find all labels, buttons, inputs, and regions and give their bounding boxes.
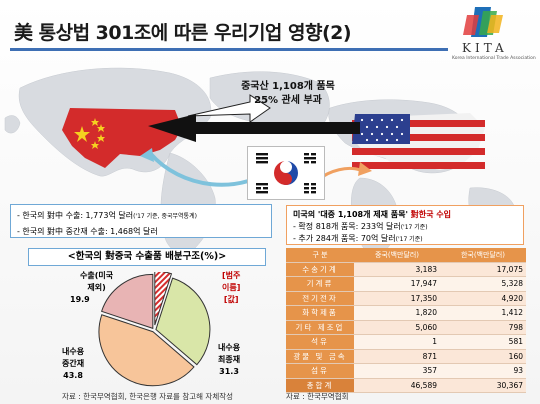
- slice-final-name-1: 내수용: [218, 343, 241, 352]
- table-cell-category: 광물 및 금속: [286, 349, 354, 364]
- pie-chart: [98, 272, 211, 387]
- us-import-box: 미국의 '대중 1,108개 제재 품목' 對한국 수입 - 확정 818개 품…: [286, 205, 524, 245]
- pie-chart-title: <한국의 對중국 수출품 배분구조(%)>: [28, 248, 266, 266]
- table-cell-korea: 798: [440, 320, 526, 335]
- table-cell-category: 기타 제조업: [286, 320, 354, 335]
- table-cell-korea: 4,920: [440, 291, 526, 306]
- china-export-note: ('17 기준, 중국무역통계): [133, 213, 197, 220]
- pie-slice: [98, 314, 195, 387]
- china-export-box: - 한국의 對中 수출: 1,773억 달러('17 기준, 중국무역통계) -…: [10, 204, 272, 238]
- kita-logo-icon: [463, 7, 503, 37]
- table-cell-category: 기계류: [286, 276, 354, 292]
- table-cell-china: 46,589: [354, 378, 440, 393]
- slice-label-export: 수출(미국 제외) 19.9: [70, 270, 114, 306]
- pie-source: 자료 : 한국무역협회, 한국은행 자료를 참고해 자체작성: [62, 392, 234, 401]
- table-cell-korea: 1,412: [440, 305, 526, 321]
- table-cell-china: 871: [354, 349, 440, 364]
- table-cell-china: 357: [354, 363, 440, 379]
- table-row: 전기전자 17,350 4,920: [286, 291, 526, 306]
- slice-export-name-1: 수출(미국: [80, 271, 114, 280]
- slice-final-value: 31.3: [219, 367, 239, 376]
- table-cell-category: 섬유: [286, 363, 354, 379]
- table-row: 섬유 357 93: [286, 363, 526, 379]
- pie-slice: [100, 273, 154, 330]
- table-header-china: 중국(백만달러): [354, 248, 440, 263]
- arrow-line-2: 25% 관세 부과: [254, 95, 322, 106]
- table-row: 기계류 17,947 5,328: [286, 276, 526, 292]
- china-export-text: - 한국의 對中 수출: 1,773억 달러: [17, 211, 134, 220]
- logo-text: KITA: [462, 41, 508, 55]
- pie-slice: [154, 272, 173, 326]
- slice-intermediate-name-2: 중간재: [62, 359, 85, 368]
- table-cell-category: 화학제품: [286, 305, 354, 321]
- table-cell-korea: 581: [440, 334, 526, 350]
- table-row: 총합계 46,589 30,367: [286, 378, 526, 393]
- table-cell-china: 17,350: [354, 291, 440, 306]
- arrow-line-1: 중국산 1,108개 품목: [241, 81, 335, 92]
- table-cell-korea: 160: [440, 349, 526, 364]
- table-cell-korea: 93: [440, 363, 526, 379]
- table-cell-china: 5,060: [354, 320, 440, 335]
- us-confirmed-text: - 확정 818개 품목: 233억 달러: [293, 221, 401, 231]
- table-cell-korea: 30,367: [440, 378, 526, 393]
- us-confirmed-line: - 확정 818개 품목: 233억 달러('17 기준): [293, 221, 517, 234]
- table-header-category: 구 분: [286, 248, 354, 263]
- page-title: 美 통상법 301조에 따른 우리기업 영향(2): [14, 22, 352, 44]
- table-header-row: 구 분 중국(백만달러) 한국(백만달러): [286, 248, 526, 263]
- table-cell-china: 1,820: [354, 305, 440, 321]
- table-cell-korea: 17,075: [440, 262, 526, 277]
- tariff-arrow-label: 중국산 1,108개 품목 25% 관세 부과: [218, 80, 358, 108]
- us-additional-text: - 추가 284개 품목: 70억 달러: [293, 234, 396, 243]
- table-source: 자료 : 한국무역협회: [286, 392, 349, 401]
- table-cell-korea: 5,328: [440, 276, 526, 292]
- korea-flag-icon: [247, 146, 325, 200]
- us-import-prefix: 미국의 '대중 1,108개 제재 품목': [293, 210, 411, 219]
- title-divider: [10, 48, 448, 51]
- us-confirmed-note: ('17 기준): [400, 223, 428, 231]
- china-intermediate-line: - 한국의 對中 중간재 수출: 1,468억 달러: [17, 227, 158, 236]
- table-cell-china: 1: [354, 334, 440, 350]
- table-row: 석유 1 581: [286, 334, 526, 350]
- table-cell-category: 수송기계: [286, 262, 354, 277]
- us-import-heading: 미국의 '대중 1,108개 제재 품목' 對한국 수입: [293, 209, 517, 221]
- slice-export-value: 19.9: [70, 295, 90, 304]
- table-cell-china: 3,183: [354, 262, 440, 277]
- table-row: 광물 및 금속 871 160: [286, 349, 526, 364]
- table-cell-category: 석유: [286, 334, 354, 350]
- us-additional-note: ('17 기준): [395, 236, 423, 243]
- us-additional-line: - 추가 284개 품목: 70억 달러('17 기준): [293, 233, 517, 246]
- slice-intermediate-name-1: 내수용: [62, 347, 85, 356]
- table-header-korea: 한국(백만달러): [440, 248, 526, 263]
- tariff-items-table: 구 분 중국(백만달러) 한국(백만달러) 수송기계 3,183 17,075 기계류…: [286, 248, 526, 393]
- table-cell-category: 총합계: [286, 378, 354, 393]
- slice-intermediate-value: 43.8: [63, 371, 83, 380]
- placeholder-line-1: [범주: [222, 271, 241, 280]
- us-import-highlight: 對한국 수입: [410, 210, 451, 219]
- placeholder-line-3: [값]: [223, 295, 239, 304]
- pie-slice: [155, 277, 211, 366]
- table-row: 수송기계 3,183 17,075: [286, 262, 526, 277]
- slice-final-name-2: 최종재: [218, 355, 241, 364]
- slice-label-intermediate: 내수용 중간재 43.8: [62, 346, 84, 382]
- slice-label-placeholder: [범주 이름] [값]: [222, 270, 240, 306]
- slice-export-name-2: 제외): [87, 283, 106, 292]
- table-cell-category: 전기전자: [286, 291, 354, 306]
- logo-subtitle: Korea International Trade Association: [452, 56, 536, 61]
- table-cell-china: 17,947: [354, 276, 440, 292]
- table-row: 기타 제조업 5,060 798: [286, 320, 526, 335]
- china-export-line: - 한국의 對中 수출: 1,773억 달러('17 기준, 중국무역통계): [17, 208, 265, 224]
- table-row: 화학제품 1,820 1,412: [286, 305, 526, 321]
- slice-label-final-goods: 내수용 최종재 31.3: [218, 342, 240, 378]
- placeholder-line-2: 이름]: [222, 283, 241, 292]
